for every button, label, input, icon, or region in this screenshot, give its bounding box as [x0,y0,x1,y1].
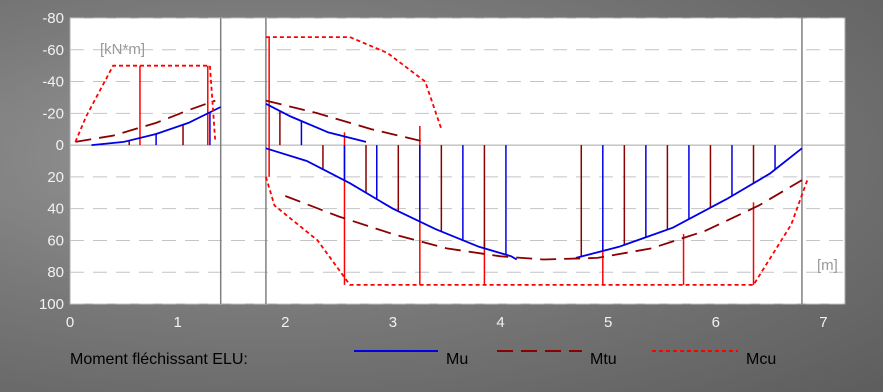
series-mtu-line [284,179,803,261]
x-tick-label: 7 [819,314,827,331]
legend-label-mtu: Mtu [590,351,617,368]
mu-hatching [101,110,776,257]
x-tick-label: 6 [712,314,720,331]
y-tick-label: 80 [47,264,64,281]
x-tick-label: 4 [496,314,504,331]
series-lines [74,36,809,286]
y-tick-label: -60 [42,42,64,59]
grid-lines [70,17,845,305]
series-mu-line [91,106,222,146]
series-mcu-line [74,64,217,143]
series-mtu-line [75,99,216,143]
support-lines [219,18,803,304]
series-mu-line [265,147,518,261]
y-tick-label: 0 [56,137,64,154]
x-tick-labels: 0 1 2 3 4 5 6 7 [66,314,828,331]
y-tick-label: 40 [47,201,64,218]
x-unit-label: [m] [817,257,838,274]
x-tick-label: 3 [389,314,397,331]
series-mcu-line [265,36,443,130]
legend-label-mu: Mu [446,351,468,368]
legend-label-mcu: Mcu [746,351,776,368]
y-tick-label: -40 [42,74,64,91]
x-tick-label: 5 [604,314,612,331]
y-tick-label: 20 [47,169,64,186]
y-tick-label: -20 [42,105,64,122]
y-tick-label: 60 [47,232,64,249]
y-tick-label: 100 [39,296,64,313]
series-mu-line [265,102,367,143]
y-tick-label: -80 [42,10,64,27]
x-tick-label: 1 [173,314,181,331]
series-mcu-line [265,176,809,286]
legend: Moment fléchissant ELU: Mu Mtu Mcu [70,350,776,368]
x-tick-label: 2 [281,314,289,331]
x-tick-label: 0 [66,314,74,331]
plot-area [69,17,846,305]
y-tick-labels: -80 -60 -40 -20 0 20 40 60 80 100 [39,10,64,313]
series-mtu-line [265,99,426,143]
series-mu-line [575,147,803,259]
y-unit-label: [kN*m] [100,41,145,58]
legend-title: Moment fléchissant ELU: [70,351,248,368]
